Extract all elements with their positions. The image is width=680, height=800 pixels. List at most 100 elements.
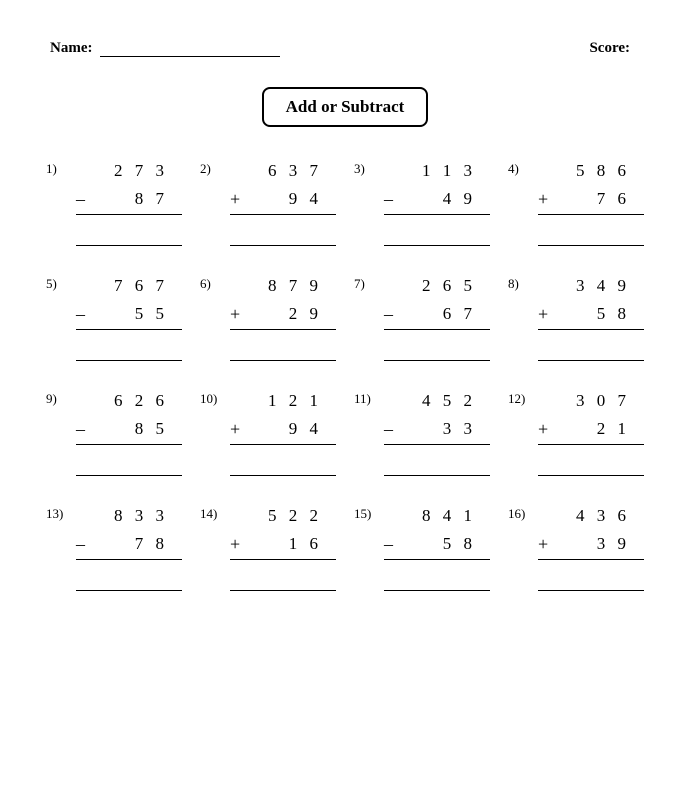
problem: 6)8 7 9+2 9 — [200, 274, 336, 361]
operator-row: –5 5 — [76, 302, 182, 326]
operator-row: +2 9 — [230, 302, 336, 326]
answer-rule[interactable] — [76, 590, 182, 591]
title-wrap: Add or Subtract — [40, 87, 650, 127]
answer-rule[interactable] — [538, 245, 644, 246]
answer-rule[interactable] — [76, 360, 182, 361]
equals-rule — [538, 329, 644, 330]
operator-row: +9 4 — [230, 187, 336, 211]
bottom-operand: 9 4 — [250, 417, 336, 441]
score-label: Score: — [589, 40, 630, 57]
problem: 12) 3 0 7+2 1 — [508, 389, 644, 476]
problem-number: 12) — [508, 391, 525, 407]
bottom-operand: 5 8 — [404, 532, 490, 556]
problem-body: 6 2 6–8 5 — [76, 389, 182, 476]
problem-body: 1 1 3 –4 9 — [384, 159, 490, 246]
operator: – — [384, 187, 404, 211]
answer-rule[interactable] — [230, 475, 336, 476]
operator: + — [230, 532, 250, 556]
operator-row: –4 9 — [384, 187, 490, 211]
operator: + — [230, 302, 250, 326]
equals-rule — [76, 444, 182, 445]
problem-body: 8 3 3–7 8 — [76, 504, 182, 591]
bottom-operand: 5 5 — [96, 302, 182, 326]
problem-body: 7 6 7 –5 5 — [76, 274, 182, 361]
answer-rule[interactable] — [76, 245, 182, 246]
name-field: Name: — [50, 40, 280, 57]
bottom-operand: 4 9 — [404, 187, 490, 211]
problem-body: 3 4 9+5 8 — [538, 274, 644, 361]
answer-rule[interactable] — [230, 360, 336, 361]
equals-rule — [538, 559, 644, 560]
operator: + — [230, 417, 250, 441]
operator-row: –8 5 — [76, 417, 182, 441]
problem-body: 1 2 1 +9 4 — [230, 389, 336, 476]
bottom-operand: 3 3 — [404, 417, 490, 441]
problem-number: 14) — [200, 506, 217, 522]
answer-rule[interactable] — [384, 590, 490, 591]
operator-row: +1 6 — [230, 532, 336, 556]
equals-rule — [230, 329, 336, 330]
top-operand: 4 5 2 — [384, 389, 490, 413]
problem-number: 5) — [46, 276, 57, 292]
top-operand: 2 6 5 — [384, 274, 490, 298]
problem-body: 8 7 9+2 9 — [230, 274, 336, 361]
operator: + — [538, 532, 558, 556]
top-operand: 7 6 7 — [76, 274, 182, 298]
equals-rule — [384, 329, 490, 330]
problem-number: 9) — [46, 391, 57, 407]
top-operand: 3 0 7 — [538, 389, 644, 413]
problem-number: 16) — [508, 506, 525, 522]
top-operand: 1 1 3 — [384, 159, 490, 183]
problem-body: 2 6 5 –6 7 — [384, 274, 490, 361]
operator: – — [76, 302, 96, 326]
top-operand: 1 2 1 — [230, 389, 336, 413]
problem-body: 4 3 6+3 9 — [538, 504, 644, 591]
operator-row: –5 8 — [384, 532, 490, 556]
equals-rule — [384, 214, 490, 215]
problem: 13)8 3 3–7 8 — [46, 504, 182, 591]
problem-number: 15) — [354, 506, 371, 522]
operator-row: –8 7 — [76, 187, 182, 211]
equals-rule — [384, 559, 490, 560]
operator-row: +7 6 — [538, 187, 644, 211]
answer-rule[interactable] — [384, 360, 490, 361]
problem: 1)2 7 3–8 7 — [46, 159, 182, 246]
name-input-line[interactable] — [100, 56, 280, 57]
equals-rule — [230, 559, 336, 560]
answer-rule[interactable] — [538, 590, 644, 591]
problem: 7)2 6 5–6 7 — [354, 274, 490, 361]
top-operand: 3 4 9 — [538, 274, 644, 298]
problem-number: 11) — [354, 391, 371, 407]
problem-body: 2 7 3 –8 7 — [76, 159, 182, 246]
problem: 5) 7 6 7 –5 5 — [46, 274, 182, 361]
equals-rule — [230, 444, 336, 445]
worksheet-title: Add or Subtract — [262, 87, 429, 127]
operator: + — [538, 302, 558, 326]
problem-number: 3) — [354, 161, 365, 177]
answer-rule[interactable] — [230, 590, 336, 591]
answer-rule[interactable] — [76, 475, 182, 476]
bottom-operand: 8 5 — [96, 417, 182, 441]
answer-rule[interactable] — [384, 475, 490, 476]
answer-rule[interactable] — [230, 245, 336, 246]
answer-rule[interactable] — [538, 475, 644, 476]
bottom-operand: 7 8 — [96, 532, 182, 556]
operator-row: –6 7 — [384, 302, 490, 326]
problem-grid: 1)2 7 3–8 72)6 3 7+9 43)1 1 3–4 94)5 8 6… — [40, 159, 650, 591]
problem-body: 5 2 2+1 6 — [230, 504, 336, 591]
bottom-operand: 8 7 — [96, 187, 182, 211]
top-operand: 8 3 3 — [76, 504, 182, 528]
operator-row: +3 9 — [538, 532, 644, 556]
problem-body: 6 3 7+9 4 — [230, 159, 336, 246]
top-operand: 5 8 6 — [538, 159, 644, 183]
problem: 4) 5 8 6 +7 6 — [508, 159, 644, 246]
problem-number: 4) — [508, 161, 519, 177]
answer-rule[interactable] — [538, 360, 644, 361]
problem-body: 3 0 7+2 1 — [538, 389, 644, 476]
equals-rule — [76, 329, 182, 330]
top-operand: 2 7 3 — [76, 159, 182, 183]
bottom-operand: 7 6 — [558, 187, 644, 211]
operator: – — [384, 417, 404, 441]
answer-rule[interactable] — [384, 245, 490, 246]
operator: – — [76, 187, 96, 211]
